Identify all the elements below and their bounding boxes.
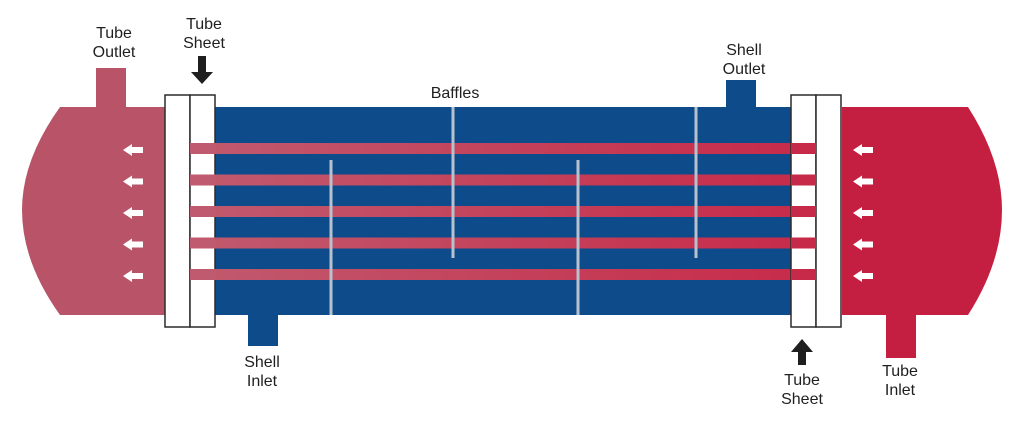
tube — [190, 143, 816, 154]
label-tube-inlet: Tube Inlet — [882, 363, 918, 399]
tube — [190, 269, 816, 280]
tube-end-left — [190, 237, 216, 249]
arrow-left-icon — [853, 175, 873, 188]
tube-end-left — [190, 269, 216, 280]
shell-outlet-nozzle — [726, 80, 756, 108]
tube-end-right — [791, 269, 816, 280]
label-tube-sheet-top: Tube Sheet — [183, 16, 225, 52]
label-tube-sheet-bottom: Tube Sheet — [781, 372, 823, 408]
label-tube-outlet: Tube Outlet — [92, 25, 136, 61]
baffle-group — [329, 107, 698, 315]
tube — [190, 237, 816, 249]
tube-end-left — [190, 206, 216, 217]
arrow-left-icon — [123, 175, 143, 188]
arrow-left-icon — [123, 207, 143, 219]
arrow-left-icon — [853, 238, 873, 251]
tube-end-right — [791, 206, 816, 217]
arrow-left-icon — [123, 144, 143, 156]
tube-end-left — [190, 143, 216, 154]
tube — [190, 174, 816, 186]
tube-bundle — [190, 143, 816, 280]
tube-inlet-nozzle — [886, 314, 916, 358]
arrow-left-icon — [853, 144, 873, 156]
tube-outlet-head — [22, 107, 165, 315]
arrow-up-icon — [791, 339, 813, 365]
tube-end-right — [791, 143, 816, 154]
flow-arrows-left — [123, 144, 143, 282]
tube-inlet-head — [842, 107, 1002, 315]
label-shell-inlet: Shell Inlet — [244, 354, 280, 390]
label-shell-outlet: Shell Outlet — [722, 42, 766, 78]
arrow-down-icon — [191, 56, 213, 84]
arrow-left-icon — [123, 270, 143, 282]
tube-end-left — [190, 174, 216, 186]
tube-end-right — [791, 237, 816, 249]
arrow-left-icon — [123, 238, 143, 251]
arrow-left-icon — [853, 207, 873, 219]
arrow-left-icon — [853, 270, 873, 282]
tube-outlet-nozzle — [96, 68, 126, 108]
shell-inlet-nozzle — [248, 314, 278, 346]
flow-arrows-right — [853, 144, 873, 282]
label-baffles: Baffles — [430, 85, 480, 102]
tube — [190, 206, 816, 217]
tube-ends — [190, 143, 816, 280]
tube-end-right — [791, 174, 816, 186]
